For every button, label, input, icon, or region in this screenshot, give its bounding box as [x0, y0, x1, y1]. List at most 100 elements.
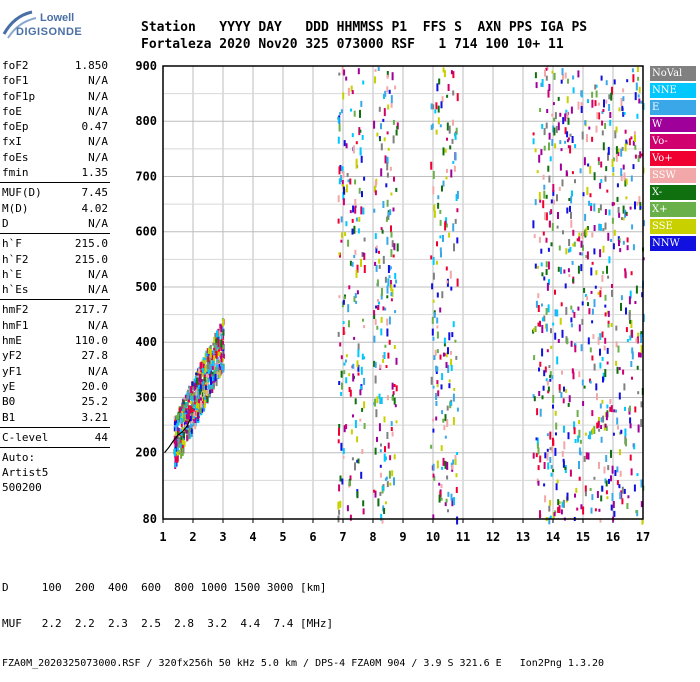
echo-point [609, 399, 612, 404]
echo-point [191, 409, 194, 418]
echo-point [357, 349, 360, 358]
echo-point [545, 122, 548, 129]
echo-point [545, 75, 548, 81]
echo-point [217, 339, 220, 348]
echo-point [198, 392, 201, 399]
echo-point [541, 123, 544, 129]
echo-point [395, 187, 398, 192]
param-label: fmin [2, 166, 29, 180]
echo-point [452, 417, 455, 425]
echo-point [595, 383, 598, 391]
echo-point [454, 218, 457, 224]
echo-point [338, 178, 341, 185]
y-tick-label: 900 [135, 59, 157, 73]
echo-point [622, 164, 625, 170]
logo-mark-icon [2, 10, 37, 39]
x-tick-label: 4 [249, 530, 256, 544]
echo-point [555, 483, 558, 491]
legend-item: SSW [650, 168, 696, 183]
echo-point [569, 145, 572, 154]
echo-point [451, 498, 454, 507]
echo-point [437, 202, 440, 209]
echo-point [562, 460, 565, 468]
echo-point [375, 409, 378, 418]
echo-point [200, 384, 202, 392]
x-tick-label: 13 [516, 530, 530, 544]
param-label: yF2 [2, 349, 22, 363]
echo-point [341, 478, 344, 485]
param-row: B1 3.21 [0, 410, 112, 425]
param-row: D N/A [0, 216, 112, 231]
echo-point [567, 248, 570, 253]
echo-point [636, 473, 639, 477]
echo-point [578, 324, 581, 332]
echo-point [580, 264, 583, 272]
echo-point [616, 466, 619, 473]
echo-point [448, 125, 451, 134]
echo-point [360, 100, 363, 107]
echo-point [389, 166, 392, 171]
echo-point [549, 515, 552, 519]
echo-point [604, 337, 607, 344]
echo-point [208, 365, 211, 373]
echo-point [549, 431, 552, 440]
echo-point [448, 383, 451, 389]
echo-point [338, 72, 341, 76]
echo-point [621, 498, 624, 505]
echo-point [193, 395, 196, 401]
echo-point [436, 331, 439, 339]
echo-point [391, 431, 394, 437]
echo-point [450, 493, 453, 501]
param-value: 1.850 [74, 59, 108, 72]
param-group-muf: MUF(D) 7.45 M(D) 4.02 D N/A [0, 185, 112, 231]
echo-point [345, 143, 348, 149]
echo-point [550, 242, 553, 247]
echo-point [453, 387, 456, 391]
echo-point [386, 162, 389, 171]
echo-point [548, 175, 551, 183]
echo-point [340, 442, 343, 451]
echo-point [551, 139, 554, 146]
echo-point [356, 360, 359, 368]
echo-point [209, 345, 212, 352]
y-tick-label: 80 [143, 512, 157, 526]
echo-point [380, 397, 383, 404]
param-row: hmE 110.0 [0, 333, 112, 348]
echo-point [191, 401, 193, 408]
echo-point [442, 147, 445, 156]
echo-point [555, 125, 558, 133]
echo-point [620, 429, 623, 434]
echo-point [432, 385, 435, 389]
echo-point [343, 186, 345, 195]
echo-point [432, 473, 435, 478]
echo-point [174, 459, 177, 468]
echo-point [606, 265, 608, 274]
echo-point [355, 300, 358, 304]
echo-point [543, 190, 546, 199]
echo-point [394, 310, 397, 314]
echo-point [546, 452, 549, 461]
echo-point [204, 360, 207, 365]
echo-point [199, 373, 202, 382]
echo-point [220, 358, 223, 363]
echo-point [431, 328, 434, 336]
echo-point [222, 353, 225, 359]
echo-point [343, 296, 346, 300]
echo-point [182, 427, 185, 432]
echo-point [189, 415, 192, 422]
echo-point [353, 336, 356, 340]
echo-point [628, 138, 631, 146]
echo-point [604, 369, 607, 377]
echo-point [356, 264, 359, 273]
echo-point [560, 392, 563, 399]
echo-point [353, 296, 356, 303]
echo-point [556, 194, 558, 202]
echo-point [222, 330, 225, 336]
echo-point [351, 90, 354, 95]
echo-point [643, 220, 645, 227]
echo-point [431, 316, 434, 324]
echo-point [436, 83, 439, 92]
echo-point [570, 106, 573, 114]
echo-point [430, 124, 433, 130]
param-row: fxI N/A [0, 134, 112, 149]
